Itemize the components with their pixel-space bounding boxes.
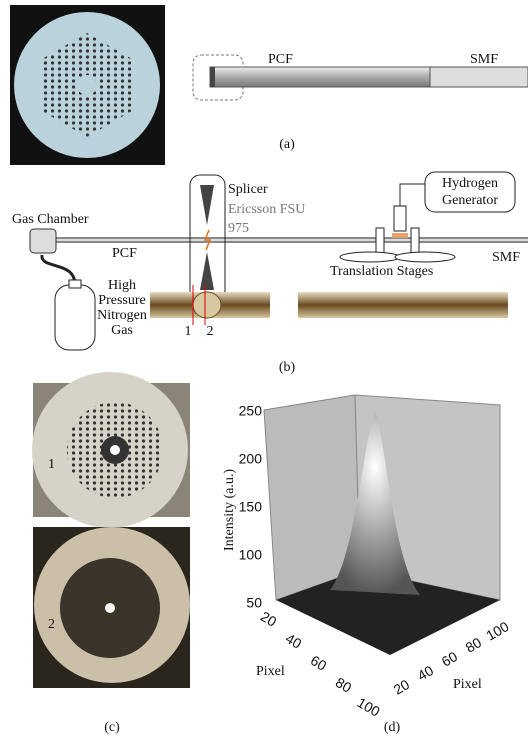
tick-label: 40 (415, 662, 437, 684)
label: Hydrogen (442, 176, 498, 191)
label: SMF (470, 52, 498, 67)
tick-label: 80 (333, 674, 355, 696)
tick-label: 200 (239, 451, 263, 467)
label: 975 (228, 221, 249, 236)
label: Pressure (98, 293, 145, 308)
tick-label: 100 (483, 618, 511, 644)
tick-label: 80 (463, 634, 485, 656)
tick-label: 100 (355, 694, 383, 720)
tick-label: 60 (308, 652, 330, 674)
caption: (c) (104, 720, 120, 735)
label: Splicer (228, 182, 268, 197)
axis-label: Pixel (256, 664, 285, 679)
axis-label: Pixel (453, 677, 482, 692)
label: 2 (48, 617, 55, 632)
tick-label: 60 (439, 648, 461, 670)
tick-label: 150 (239, 499, 263, 515)
caption: (d) (384, 720, 401, 735)
tick-label: 50 (246, 595, 262, 611)
label: Gas Chamber (12, 212, 89, 227)
label: SMF (492, 250, 520, 265)
label: Gas (111, 323, 133, 338)
panel-b: Gas Chamber PCF High Pressure Nitrogen G… (12, 172, 528, 375)
axis-label: Intensity (a.u.) (222, 469, 237, 551)
label: 1 (185, 324, 192, 339)
label: Translation Stages (330, 264, 433, 279)
figure: PCF SMF (a) Gas Chamber PCF High Pressur… (0, 0, 528, 745)
tick-label: 100 (239, 547, 263, 563)
panel-c: 1 2 (c) (32, 372, 190, 735)
panel-d: Intensity (a.u.) Pixel Pixel (d) (222, 395, 500, 735)
label: High (108, 278, 136, 293)
tick-label: 20 (258, 608, 280, 630)
label: PCF (112, 246, 137, 261)
label: Ericsson FSU (228, 202, 305, 217)
tick-label: 20 (391, 676, 413, 698)
caption: (b) (279, 360, 296, 375)
panel-a: PCF SMF (a) (10, 5, 528, 165)
label: 2 (207, 324, 214, 339)
tick-label: 250 (239, 403, 263, 419)
caption: (a) (279, 137, 295, 152)
label: Generator (442, 193, 498, 208)
tick-label: 40 (283, 630, 305, 652)
label: 1 (48, 457, 55, 472)
label: PCF (268, 52, 293, 67)
label: Nitrogen (97, 308, 147, 323)
